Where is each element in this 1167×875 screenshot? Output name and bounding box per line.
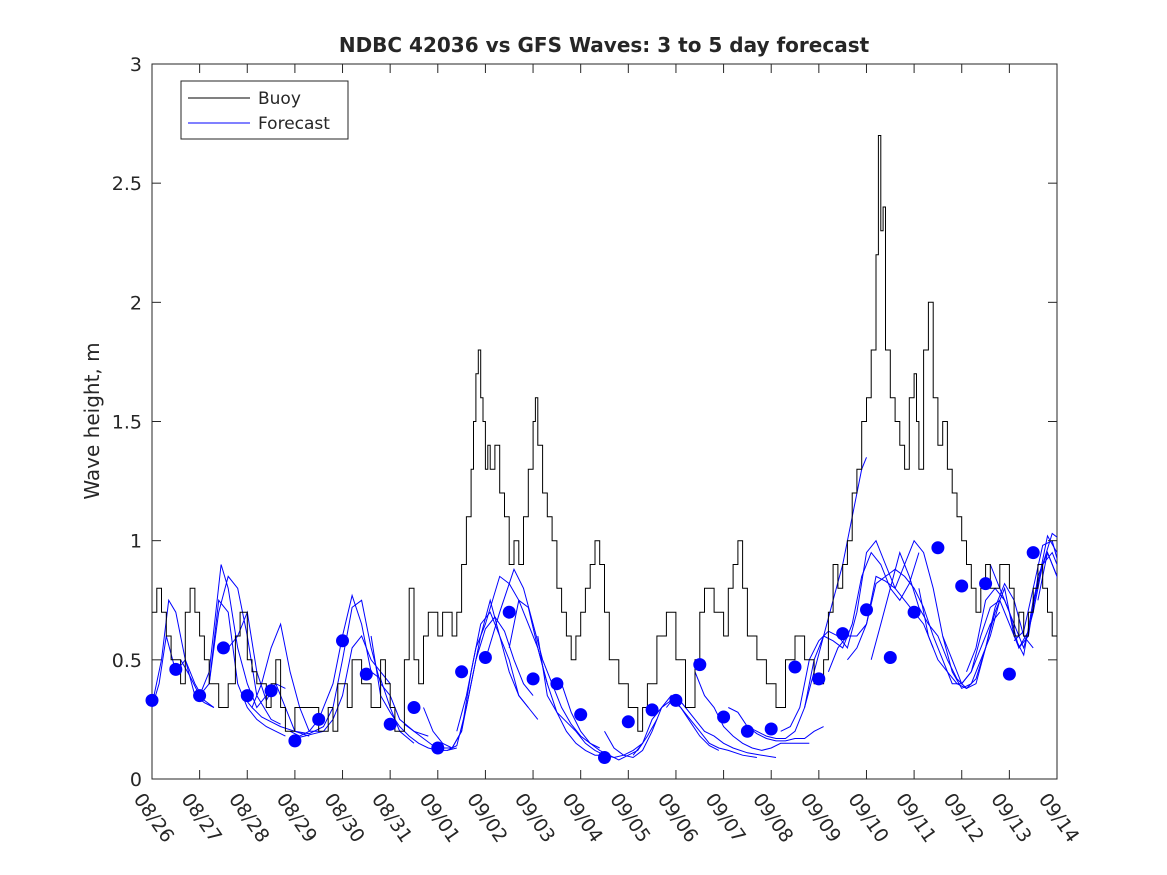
forecast-line [484, 567, 600, 749]
forecast-marker [693, 658, 707, 672]
x-tick-label: 09/04 [558, 789, 607, 846]
forecast-marker [812, 672, 826, 686]
forecast-markers-group [145, 541, 1040, 764]
forecast-line [804, 551, 920, 708]
x-tick-label: 09/01 [415, 789, 464, 846]
forecast-line [242, 622, 319, 732]
legend: Buoy Forecast [180, 80, 349, 140]
y-tick-label: 3 [130, 54, 142, 76]
forecast-marker [526, 672, 540, 686]
forecast-marker [931, 541, 945, 555]
forecast-marker [407, 701, 421, 714]
x-tick-label: 09/13 [986, 789, 1035, 846]
forecast-marker [240, 689, 254, 703]
buoy-line [152, 135, 1057, 732]
forecast-marker [883, 651, 897, 664]
y-tick-label: 2 [130, 292, 142, 314]
forecast-marker [359, 667, 373, 681]
forecast-marker [502, 605, 516, 619]
x-tick-label: 09/02 [462, 789, 511, 846]
y-tick-label: 1.5 [112, 412, 142, 434]
forecast-marker [740, 724, 754, 738]
forecast-line [152, 598, 215, 708]
forecast-marker [216, 641, 230, 655]
forecast-line [666, 694, 777, 758]
forecast-marker [764, 722, 778, 736]
forecast-line [447, 616, 534, 751]
buoy-line-group [152, 135, 1057, 732]
forecast-line [847, 539, 1001, 690]
x-tick-label: 09/10 [843, 789, 892, 846]
x-tick-label: 08/30 [319, 789, 368, 846]
x-tick-label: 08/27 [177, 789, 226, 846]
y-tick-label: 0 [130, 769, 142, 791]
forecast-marker [788, 660, 802, 674]
forecast-marker [836, 627, 850, 641]
forecast-marker [860, 603, 873, 617]
y-tick-label: 0.5 [112, 650, 142, 672]
x-tick-label: 08/31 [367, 789, 416, 846]
x-tick-label: 09/06 [653, 789, 702, 846]
x-tick-label: 09/09 [796, 789, 845, 846]
x-tick-label: 09/11 [891, 789, 940, 846]
legend-box [180, 80, 349, 140]
x-tick-label: 09/12 [939, 789, 988, 846]
x-tick-label: 09/07 [700, 789, 749, 846]
forecast-line [456, 575, 548, 732]
forecast-marker [574, 708, 588, 722]
y-axis-label: Wave height, m [80, 342, 104, 499]
forecast-marker [455, 665, 469, 679]
forecast-marker [955, 579, 969, 593]
forecast-marker [264, 684, 278, 698]
plot-clip-group [145, 135, 1057, 764]
forecast-marker [169, 662, 183, 676]
plot-area [151, 63, 1058, 780]
forecast-marker [145, 693, 159, 707]
x-tick-label: 09/05 [605, 789, 654, 846]
y-axis: 0 0.5 1 1.5 2 2.5 3 [112, 54, 1057, 791]
forecast-marker [550, 677, 564, 691]
forecast-line [728, 707, 824, 742]
forecast-marker [431, 741, 445, 755]
x-tick-label: 09/14 [1034, 789, 1083, 846]
chart-title: NDBC 42036 vs GFS Waves: 3 to 5 day fore… [339, 33, 870, 57]
y-tick-label: 2.5 [112, 173, 142, 195]
forecast-marker [336, 634, 349, 648]
forecast-marker [478, 651, 492, 664]
forecast-line [632, 694, 757, 758]
forecast-marker [288, 734, 302, 748]
forecast-marker [383, 717, 397, 731]
forecast-line [780, 539, 934, 732]
x-tick-label: 08/28 [224, 789, 273, 846]
forecast-marker [1026, 546, 1040, 560]
forecast-marker [717, 710, 731, 724]
x-tick-label: 08/29 [272, 789, 321, 846]
legend-label-buoy: Buoy [258, 89, 301, 109]
forecast-lines-group [152, 457, 1057, 761]
x-tick-label: 08/26 [129, 789, 178, 846]
legend-label-forecast: Forecast [258, 114, 330, 134]
forecast-line [1013, 539, 1057, 642]
forecast-line [294, 635, 391, 739]
forecast-marker [598, 751, 611, 764]
forecast-marker [1002, 667, 1016, 681]
forecast-marker [193, 689, 207, 703]
forecast-line [694, 671, 810, 751]
forecast-marker [312, 712, 326, 726]
forecast-line [251, 599, 429, 737]
y-tick-label: 1 [130, 531, 142, 553]
forecast-line [870, 551, 1034, 690]
forecast-marker [645, 703, 659, 717]
forecast-marker [907, 605, 921, 619]
forecast-line [537, 635, 643, 759]
x-tick-label: 09/08 [748, 789, 797, 846]
forecast-marker [669, 693, 683, 707]
forecast-line [747, 457, 867, 739]
forecast-marker [979, 577, 993, 591]
forecast-marker [621, 715, 635, 729]
x-tick-label: 09/03 [510, 789, 559, 846]
